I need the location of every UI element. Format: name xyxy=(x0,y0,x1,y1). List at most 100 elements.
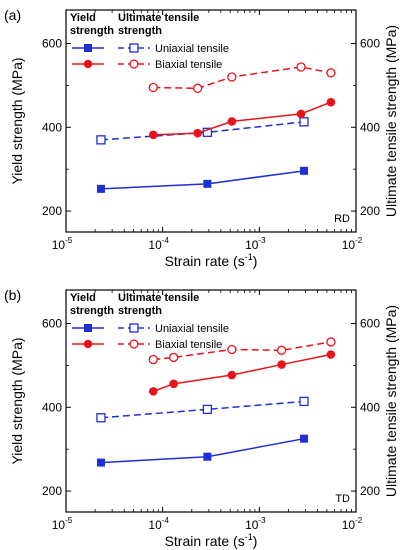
legend-marker-filled-circle xyxy=(83,59,93,69)
data-point xyxy=(148,82,158,93)
data-point xyxy=(326,350,336,359)
data-point xyxy=(227,72,237,82)
legend-marker-open-circle xyxy=(129,339,139,349)
data-point xyxy=(326,68,336,78)
x-axis-label: Strain rate (s-1) xyxy=(165,252,258,269)
legend-head-uts: Ultimate tensile xyxy=(118,292,199,304)
legend-head-yield-2: strength xyxy=(70,25,114,37)
data-point xyxy=(227,117,237,126)
plot-frame xyxy=(65,9,357,233)
y-left-tick-label: 600 xyxy=(42,317,62,331)
data-point xyxy=(276,345,287,355)
panel-label: (a) xyxy=(4,7,21,23)
orientation-annotation: RD xyxy=(334,213,350,225)
data-point xyxy=(203,179,212,188)
data-point xyxy=(148,130,158,140)
x-tick-label: 10-5 xyxy=(52,236,73,252)
legend-head-yield: Yield xyxy=(70,12,96,24)
series-yield-biaxial xyxy=(148,350,336,396)
legend-label-uniaxial: Uniaxial tensile xyxy=(155,43,229,55)
series-uts-uniaxial xyxy=(96,396,309,423)
y-right-axis-label: Ultimate tensile strength (MPa) xyxy=(383,25,399,217)
y-right-tick-label: 200 xyxy=(360,484,380,498)
legend-marker-filled-square xyxy=(84,324,92,332)
series-uts-biaxial xyxy=(148,337,336,365)
series-yield-uniaxial xyxy=(96,166,309,193)
data-point xyxy=(169,379,178,389)
series-yield-uniaxial xyxy=(96,434,309,467)
x-tick-label: 10-4 xyxy=(148,516,169,532)
panel-label: (b) xyxy=(4,287,21,303)
data-point xyxy=(202,404,213,415)
y-right-tick-label: 600 xyxy=(360,317,380,331)
legend-head-uts: Ultimate tensile xyxy=(118,12,199,24)
x-tick-label: 10-5 xyxy=(52,516,73,532)
data-point xyxy=(227,370,237,380)
orientation-annotation: TD xyxy=(335,493,350,505)
data-point xyxy=(299,117,309,127)
legend-marker-open-square xyxy=(129,323,139,333)
data-point xyxy=(300,434,309,443)
data-point xyxy=(148,354,158,365)
y-right-tick-label: 600 xyxy=(360,37,380,51)
series-line xyxy=(100,121,305,141)
y-right-tick-label: 400 xyxy=(360,400,380,414)
x-tick-label: 10-4 xyxy=(148,236,169,252)
x-tick-label: 10-2 xyxy=(342,236,363,252)
y-left-tick-label: 400 xyxy=(42,120,62,134)
plot-frame xyxy=(65,289,357,513)
series-line xyxy=(153,353,332,393)
panel-a: 10-5 10-4 10-3 10-2 200 400 600 200 400 600 Strain… xyxy=(4,7,399,269)
x-tick-label: 10-3 xyxy=(245,516,266,532)
y-left-axis-label: Yield strength (MPa) xyxy=(9,337,25,464)
series-line xyxy=(100,170,305,190)
legend-head-yield: Yield xyxy=(70,292,96,304)
series-line xyxy=(100,437,305,464)
data-point xyxy=(296,109,306,119)
series-line xyxy=(100,400,305,419)
legend-marker-filled-circle xyxy=(83,339,93,349)
y-right-tick-label: 400 xyxy=(360,120,380,134)
data-point xyxy=(96,413,106,423)
legend-label-uniaxial: Uniaxial tensile xyxy=(155,323,229,335)
y-left-tick-label: 200 xyxy=(42,204,62,218)
series-yield-biaxial xyxy=(148,97,336,140)
data-point xyxy=(96,135,106,145)
legend-marker-open-square xyxy=(129,43,139,53)
legend-label-biaxial: Biaxial tensile xyxy=(155,339,222,351)
data-point xyxy=(300,166,309,175)
y-left-tick-label: 600 xyxy=(42,37,62,51)
legend-marker-filled-square xyxy=(84,44,92,52)
legend-head-uts-2: strength xyxy=(118,25,162,37)
data-point xyxy=(148,387,158,396)
data-point xyxy=(96,184,105,193)
legend-head-yield-2: strength xyxy=(70,305,114,317)
x-tick-label: 10-2 xyxy=(342,516,363,532)
data-point xyxy=(96,458,105,467)
y-right-axis-label: Ultimate tensile strength (MPa) xyxy=(383,305,399,497)
data-point xyxy=(202,127,213,137)
legend-head-uts-2: strength xyxy=(118,305,162,317)
y-left-axis-label: Yield strength (MPa) xyxy=(9,57,25,184)
x-axis-label: Strain rate (s-1) xyxy=(165,532,258,549)
data-point xyxy=(193,128,202,138)
data-point xyxy=(326,97,336,107)
series-uts-biaxial xyxy=(148,62,336,93)
data-point xyxy=(227,344,237,355)
data-point xyxy=(169,352,179,363)
data-point xyxy=(299,396,309,407)
y-left-tick-label: 400 xyxy=(42,400,62,414)
series-uts-uniaxial xyxy=(96,117,309,145)
data-point xyxy=(296,62,306,72)
y-right-tick-label: 200 xyxy=(360,204,380,218)
data-point xyxy=(192,83,203,93)
data-point xyxy=(203,452,212,461)
data-point xyxy=(277,360,286,369)
data-point xyxy=(326,337,336,347)
x-tick-label: 10-3 xyxy=(245,236,266,252)
panel-b: 10-5 10-4 10-3 10-2 200 400 600 200 400 600 Strain… xyxy=(4,287,399,549)
legend-marker-open-circle xyxy=(129,59,139,69)
